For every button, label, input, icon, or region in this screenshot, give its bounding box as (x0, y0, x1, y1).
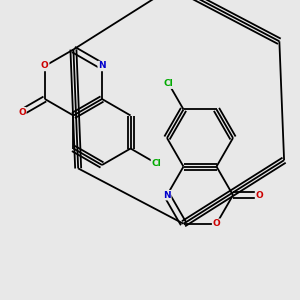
Text: O: O (256, 191, 263, 200)
Text: N: N (163, 191, 171, 200)
Text: Cl: Cl (152, 159, 161, 168)
Text: O: O (41, 61, 49, 70)
Text: N: N (98, 61, 106, 70)
Text: O: O (18, 108, 26, 117)
Text: O: O (213, 219, 220, 228)
Text: Cl: Cl (164, 79, 173, 88)
